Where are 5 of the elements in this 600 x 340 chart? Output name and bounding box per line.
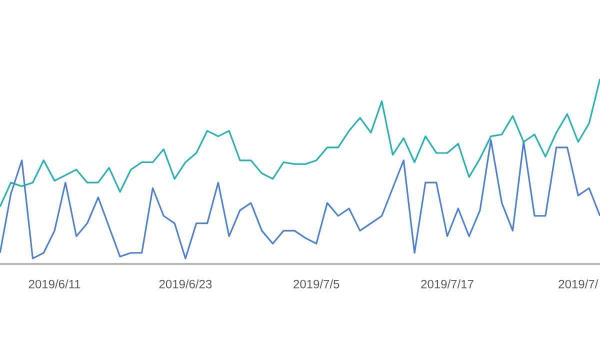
x-tick-label: 2019/6/23	[159, 280, 212, 288]
x-tick-label: 2019/6/11	[28, 280, 80, 288]
x-tick-label: 2019/7/	[558, 280, 598, 288]
x-tick-label: 2019/7/17	[421, 280, 474, 288]
x-tick-label: 2019/7/5	[294, 280, 340, 288]
